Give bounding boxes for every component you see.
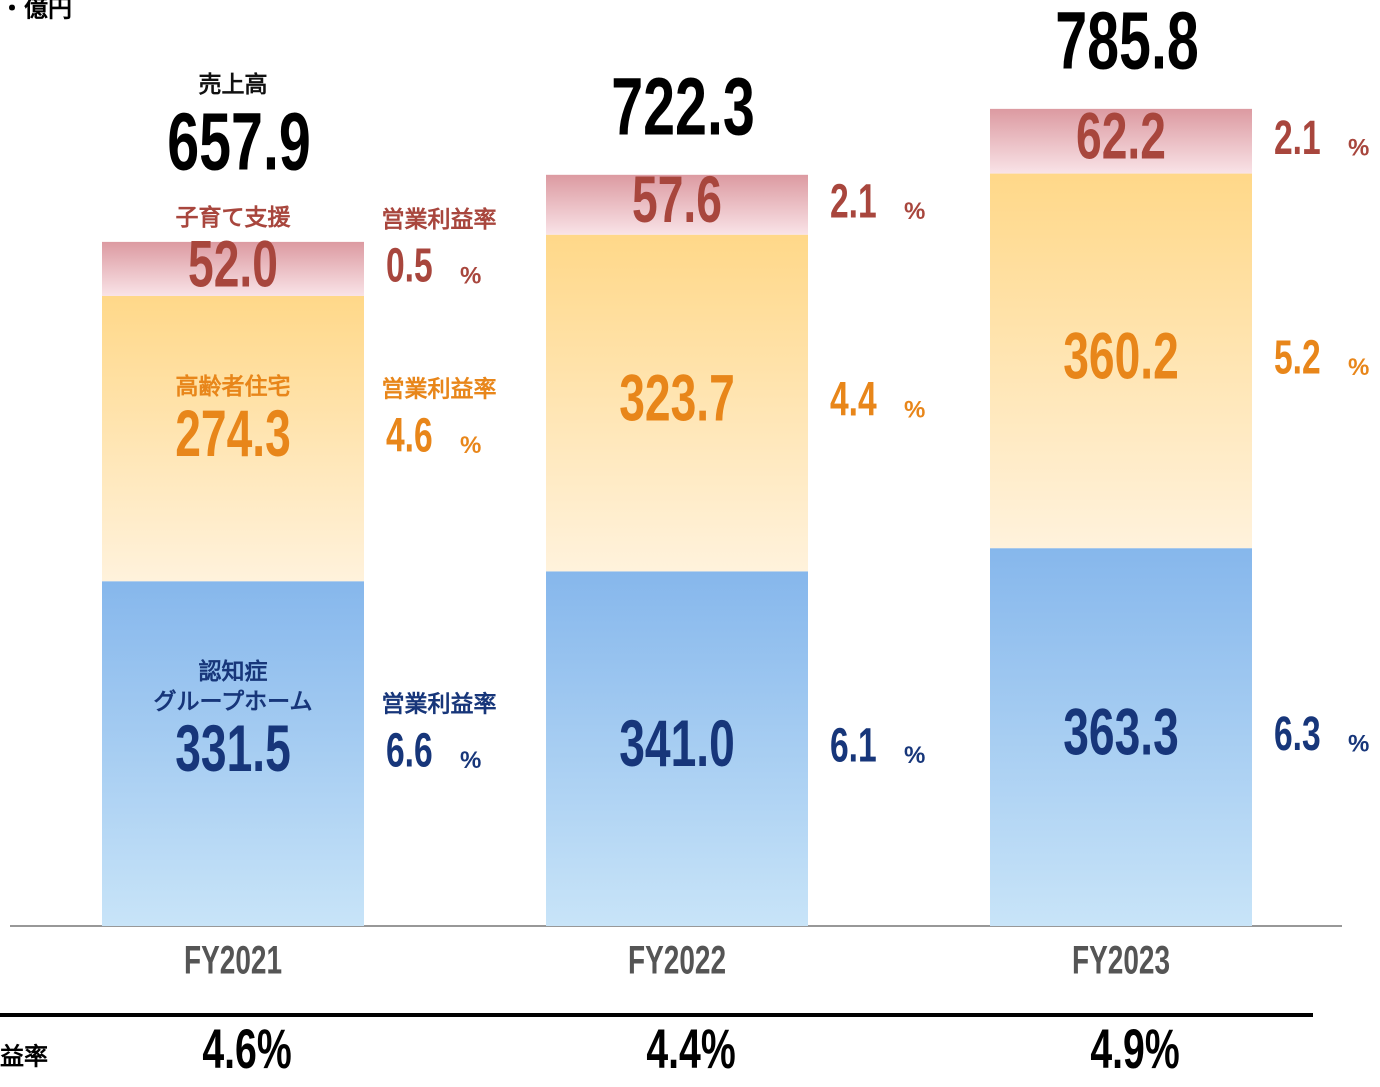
bar-segment — [102, 295, 364, 582]
margin-unit: % — [460, 747, 481, 774]
margin-unit: % — [904, 198, 925, 225]
margin-row-label: 益率 — [0, 1042, 48, 1070]
margin-unit: % — [1348, 354, 1369, 381]
total-value: 722.3 — [611, 60, 755, 152]
operating-margin: 4.4% — [646, 1018, 735, 1081]
margin-heading: 営業利益率 — [382, 376, 497, 402]
bar-segment — [990, 173, 1252, 549]
segment-value: 52.0 — [188, 227, 278, 301]
margin-heading: 営業利益率 — [382, 206, 497, 232]
segment-value: 363.3 — [1063, 695, 1179, 769]
margin-value: 4.4 — [830, 372, 877, 426]
x-tick-label: FY2022 — [628, 939, 726, 983]
margin-unit: % — [460, 432, 481, 459]
series-name: 認知症 グループホーム — [153, 657, 313, 714]
segment-value: 62.2 — [1076, 100, 1166, 174]
segment-value: 274.3 — [175, 397, 291, 471]
bar-segment — [102, 581, 364, 926]
margin-value: 6.6 — [386, 722, 433, 776]
unit-label: ・億円 — [0, 0, 72, 22]
series-name: 高齢者住宅 — [175, 372, 291, 399]
margin-unit: % — [904, 742, 925, 769]
margin-value: 0.5 — [386, 238, 433, 292]
operating-margin: 4.9% — [1090, 1018, 1179, 1081]
bar-segment — [102, 241, 364, 296]
bar-segment — [546, 571, 808, 926]
margin-unit: % — [1348, 730, 1369, 757]
margin-value: 5.2 — [1274, 330, 1321, 384]
segment-value: 323.7 — [619, 361, 735, 435]
segment-value: 341.0 — [619, 707, 735, 781]
margin-value: 4.6 — [386, 407, 433, 461]
bar-segment — [546, 174, 808, 235]
x-tick-label: FY2021 — [184, 939, 282, 983]
bar-segment — [990, 108, 1252, 174]
margin-unit: % — [1348, 135, 1369, 162]
operating-margin: 4.6% — [202, 1018, 291, 1081]
segment-value: 360.2 — [1063, 319, 1179, 393]
margin-value: 6.1 — [830, 717, 877, 771]
margin-unit: % — [460, 262, 481, 289]
total-value: 785.8 — [1055, 0, 1199, 86]
total-label: 売上高 — [199, 71, 268, 97]
segment-value: 331.5 — [175, 712, 291, 786]
segment-value: 57.6 — [632, 163, 722, 237]
margin-value: 2.1 — [830, 173, 877, 227]
bar-segment — [990, 548, 1252, 926]
margin-unit: % — [904, 396, 925, 423]
series-name: 子育て支援 — [175, 203, 291, 230]
margin-value: 6.3 — [1274, 706, 1321, 760]
bar-segment — [546, 234, 808, 572]
margin-value: 2.1 — [1274, 110, 1321, 164]
margin-heading: 営業利益率 — [382, 691, 497, 717]
total-value: 657.9 — [167, 95, 311, 187]
x-tick-label: FY2023 — [1072, 939, 1170, 983]
